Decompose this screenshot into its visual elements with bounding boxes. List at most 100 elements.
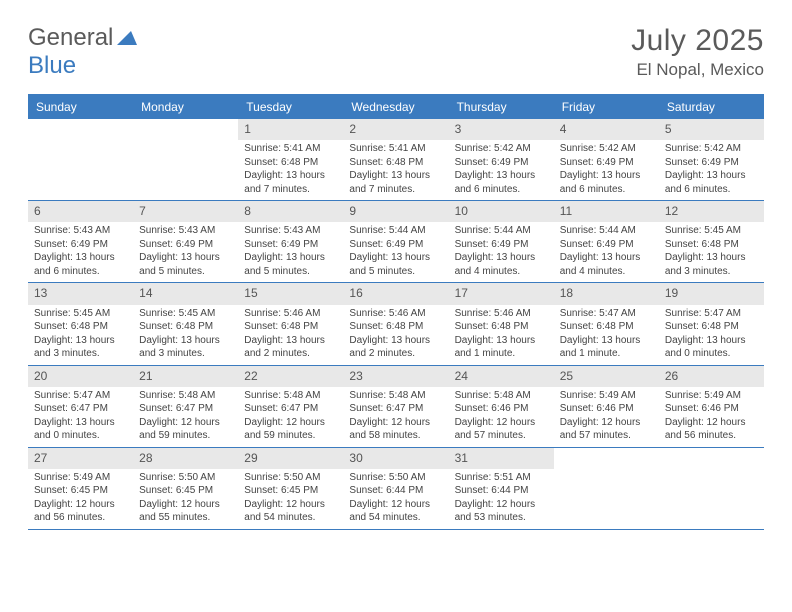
day-cell: 6Sunrise: 5:43 AMSunset: 6:49 PMDaylight… bbox=[28, 201, 133, 282]
day-daylight2: and 3 minutes. bbox=[665, 265, 758, 279]
day-sunrise: Sunrise: 5:48 AM bbox=[244, 389, 337, 403]
day-daylight2: and 53 minutes. bbox=[455, 511, 548, 525]
day-daylight1: Daylight: 12 hours bbox=[139, 498, 232, 512]
day-sunset: Sunset: 6:46 PM bbox=[665, 402, 758, 416]
day-cell: 9Sunrise: 5:44 AMSunset: 6:49 PMDaylight… bbox=[343, 201, 448, 282]
day-sunset: Sunset: 6:45 PM bbox=[244, 484, 337, 498]
day-body: Sunrise: 5:48 AMSunset: 6:47 PMDaylight:… bbox=[343, 387, 448, 447]
day-number: 13 bbox=[28, 283, 133, 304]
day-daylight2: and 54 minutes. bbox=[349, 511, 442, 525]
day-sunrise: Sunrise: 5:43 AM bbox=[34, 224, 127, 238]
day-daylight1: Daylight: 13 hours bbox=[34, 416, 127, 430]
day-daylight1: Daylight: 13 hours bbox=[560, 169, 653, 183]
day-daylight1: Daylight: 13 hours bbox=[244, 169, 337, 183]
day-sunrise: Sunrise: 5:47 AM bbox=[665, 307, 758, 321]
day-sunset: Sunset: 6:47 PM bbox=[34, 402, 127, 416]
day-sunrise: Sunrise: 5:49 AM bbox=[665, 389, 758, 403]
day-body: Sunrise: 5:46 AMSunset: 6:48 PMDaylight:… bbox=[343, 305, 448, 365]
brand-logo: General Blue bbox=[28, 24, 137, 80]
day-number: 3 bbox=[449, 119, 554, 140]
day-cell: 21Sunrise: 5:48 AMSunset: 6:47 PMDayligh… bbox=[133, 366, 238, 447]
calendar: Sunday Monday Tuesday Wednesday Thursday… bbox=[28, 94, 764, 530]
dow-tuesday: Tuesday bbox=[238, 96, 343, 119]
day-sunrise: Sunrise: 5:42 AM bbox=[455, 142, 548, 156]
day-sunset: Sunset: 6:44 PM bbox=[349, 484, 442, 498]
day-daylight1: Daylight: 13 hours bbox=[560, 251, 653, 265]
day-body: Sunrise: 5:45 AMSunset: 6:48 PMDaylight:… bbox=[659, 222, 764, 282]
day-daylight1: Daylight: 12 hours bbox=[560, 416, 653, 430]
day-daylight1: Daylight: 13 hours bbox=[560, 334, 653, 348]
day-sunrise: Sunrise: 5:48 AM bbox=[349, 389, 442, 403]
day-daylight2: and 57 minutes. bbox=[560, 429, 653, 443]
day-daylight2: and 6 minutes. bbox=[34, 265, 127, 279]
day-number: 23 bbox=[343, 366, 448, 387]
day-sunrise: Sunrise: 5:45 AM bbox=[139, 307, 232, 321]
day-number: 16 bbox=[343, 283, 448, 304]
day-body: Sunrise: 5:41 AMSunset: 6:48 PMDaylight:… bbox=[343, 140, 448, 200]
day-daylight1: Daylight: 12 hours bbox=[34, 498, 127, 512]
day-cell: 18Sunrise: 5:47 AMSunset: 6:48 PMDayligh… bbox=[554, 283, 659, 364]
day-sunset: Sunset: 6:48 PM bbox=[139, 320, 232, 334]
day-daylight2: and 7 minutes. bbox=[244, 183, 337, 197]
day-cell: 8Sunrise: 5:43 AMSunset: 6:49 PMDaylight… bbox=[238, 201, 343, 282]
day-cell: 7Sunrise: 5:43 AMSunset: 6:49 PMDaylight… bbox=[133, 201, 238, 282]
day-body: Sunrise: 5:45 AMSunset: 6:48 PMDaylight:… bbox=[28, 305, 133, 365]
day-cell: 25 Sunrise: 5:49 AMSunset: 6:46 PMDayligh… bbox=[554, 366, 659, 447]
day-daylight1: Daylight: 13 hours bbox=[244, 334, 337, 348]
day-cell: 23Sunrise: 5:48 AMSunset: 6:47 PMDayligh… bbox=[343, 366, 448, 447]
day-sunrise: Sunrise: 5:50 AM bbox=[244, 471, 337, 485]
day-sunset: Sunset: 6:49 PM bbox=[139, 238, 232, 252]
day-number: 22 bbox=[238, 366, 343, 387]
day-sunrise: Sunrise: 5:50 AM bbox=[349, 471, 442, 485]
day-number: 10 bbox=[449, 201, 554, 222]
day-sunset: Sunset: 6:48 PM bbox=[349, 156, 442, 170]
day-sunset: Sunset: 6:47 PM bbox=[139, 402, 232, 416]
day-cell: 13Sunrise: 5:45 AMSunset: 6:48 PMDayligh… bbox=[28, 283, 133, 364]
day-sunset: Sunset: 6:48 PM bbox=[244, 156, 337, 170]
day-sunrise: Sunrise: 5:46 AM bbox=[244, 307, 337, 321]
day-daylight1: Daylight: 13 hours bbox=[455, 334, 548, 348]
day-number: 15 bbox=[238, 283, 343, 304]
day-daylight2: and 56 minutes. bbox=[34, 511, 127, 525]
day-cell bbox=[554, 448, 659, 529]
day-sunrise: Sunrise: 5:47 AM bbox=[560, 307, 653, 321]
day-cell: 3Sunrise: 5:42 AMSunset: 6:49 PMDaylight… bbox=[449, 119, 554, 200]
day-body: Sunrise: 5:47 AMSunset: 6:47 PMDaylight:… bbox=[28, 387, 133, 447]
day-number: 25 bbox=[554, 366, 659, 387]
day-daylight1: Daylight: 12 hours bbox=[455, 498, 548, 512]
day-cell: 27Sunrise: 5:49 AMSunset: 6:45 PMDayligh… bbox=[28, 448, 133, 529]
day-body: Sunrise: 5:43 AMSunset: 6:49 PMDaylight:… bbox=[28, 222, 133, 282]
day-daylight2: and 2 minutes. bbox=[349, 347, 442, 361]
day-sunset: Sunset: 6:48 PM bbox=[455, 320, 548, 334]
day-number: 17 bbox=[449, 283, 554, 304]
day-cell: 29Sunrise: 5:50 AMSunset: 6:45 PMDayligh… bbox=[238, 448, 343, 529]
day-daylight2: and 54 minutes. bbox=[244, 511, 337, 525]
day-sunrise: Sunrise: 5:41 AM bbox=[244, 142, 337, 156]
day-cell: 5Sunrise: 5:42 AMSunset: 6:49 PMDaylight… bbox=[659, 119, 764, 200]
day-daylight1: Daylight: 13 hours bbox=[244, 251, 337, 265]
brand-part1: General bbox=[28, 24, 113, 51]
page: General Blue July 2025 El Nopal, Mexico … bbox=[0, 0, 792, 550]
day-number: 28 bbox=[133, 448, 238, 469]
day-number: 19 bbox=[659, 283, 764, 304]
day-sunrise: Sunrise: 5:49 AM bbox=[560, 389, 653, 403]
day-daylight1: Daylight: 13 hours bbox=[34, 334, 127, 348]
day-number: 4 bbox=[554, 119, 659, 140]
week-row: 6Sunrise: 5:43 AMSunset: 6:49 PMDaylight… bbox=[28, 201, 764, 283]
day-body: Sunrise: 5:42 AMSunset: 6:49 PMDaylight:… bbox=[449, 140, 554, 200]
day-daylight2: and 6 minutes. bbox=[665, 183, 758, 197]
day-daylight2: and 0 minutes. bbox=[34, 429, 127, 443]
day-cell: 17Sunrise: 5:46 AMSunset: 6:48 PMDayligh… bbox=[449, 283, 554, 364]
day-sunset: Sunset: 6:49 PM bbox=[244, 238, 337, 252]
dow-thursday: Thursday bbox=[449, 96, 554, 119]
day-number: 5 bbox=[659, 119, 764, 140]
day-cell bbox=[659, 448, 764, 529]
week-row: 13Sunrise: 5:45 AMSunset: 6:48 PMDayligh… bbox=[28, 283, 764, 365]
day-body: Sunrise: 5:50 AMSunset: 6:45 PMDaylight:… bbox=[238, 469, 343, 529]
day-sunset: Sunset: 6:46 PM bbox=[560, 402, 653, 416]
day-daylight2: and 5 minutes. bbox=[139, 265, 232, 279]
day-sunrise: Sunrise: 5:42 AM bbox=[560, 142, 653, 156]
day-daylight2: and 58 minutes. bbox=[349, 429, 442, 443]
day-daylight1: Daylight: 12 hours bbox=[139, 416, 232, 430]
week-row: 1Sunrise: 5:41 AMSunset: 6:48 PMDaylight… bbox=[28, 119, 764, 201]
